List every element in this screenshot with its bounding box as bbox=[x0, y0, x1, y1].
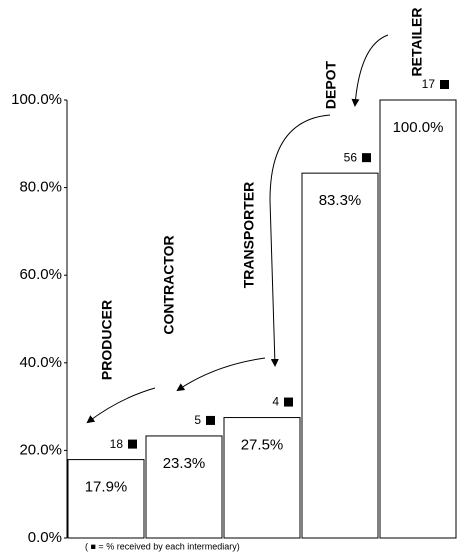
value-label: 27.5% bbox=[241, 437, 284, 454]
bar bbox=[67, 459, 145, 539]
bar bbox=[223, 417, 301, 539]
bar bbox=[301, 172, 379, 539]
y-tick-label: 100.0% bbox=[11, 91, 62, 108]
share-marker bbox=[362, 153, 371, 163]
footnote: ( ■ = % received by each intermediary) bbox=[85, 541, 240, 551]
share-label: 17 bbox=[422, 77, 436, 91]
category-label: PRODUCER bbox=[99, 300, 115, 380]
category-label: DEPOT bbox=[323, 60, 339, 109]
share-label: 56 bbox=[344, 150, 358, 164]
y-tick-label: 0.0% bbox=[28, 529, 62, 546]
category-label: RETAILER bbox=[409, 8, 425, 77]
share-label: 5 bbox=[194, 413, 201, 427]
y-tick-label: 40.0% bbox=[19, 354, 62, 371]
value-label: 17.9% bbox=[85, 479, 128, 496]
bar bbox=[379, 99, 457, 539]
category-label: TRANSPORTER bbox=[241, 182, 257, 289]
y-tick-label: 20.0% bbox=[19, 441, 62, 458]
y-tick-label: 80.0% bbox=[19, 179, 62, 196]
share-label: 4 bbox=[272, 395, 279, 409]
share-label: 18 bbox=[110, 437, 124, 451]
y-tick-label: 60.0% bbox=[19, 266, 62, 283]
bar bbox=[145, 435, 223, 539]
value-label: 23.3% bbox=[163, 455, 206, 472]
share-marker bbox=[284, 397, 293, 407]
share-marker bbox=[440, 80, 449, 89]
category-label: CONTRACTOR bbox=[161, 235, 177, 334]
flow-arrows bbox=[86, 34, 389, 424]
value-label: 100.0% bbox=[393, 119, 444, 136]
value-label: 83.3% bbox=[319, 192, 362, 209]
share-marker bbox=[206, 415, 215, 425]
share-marker bbox=[128, 439, 137, 449]
